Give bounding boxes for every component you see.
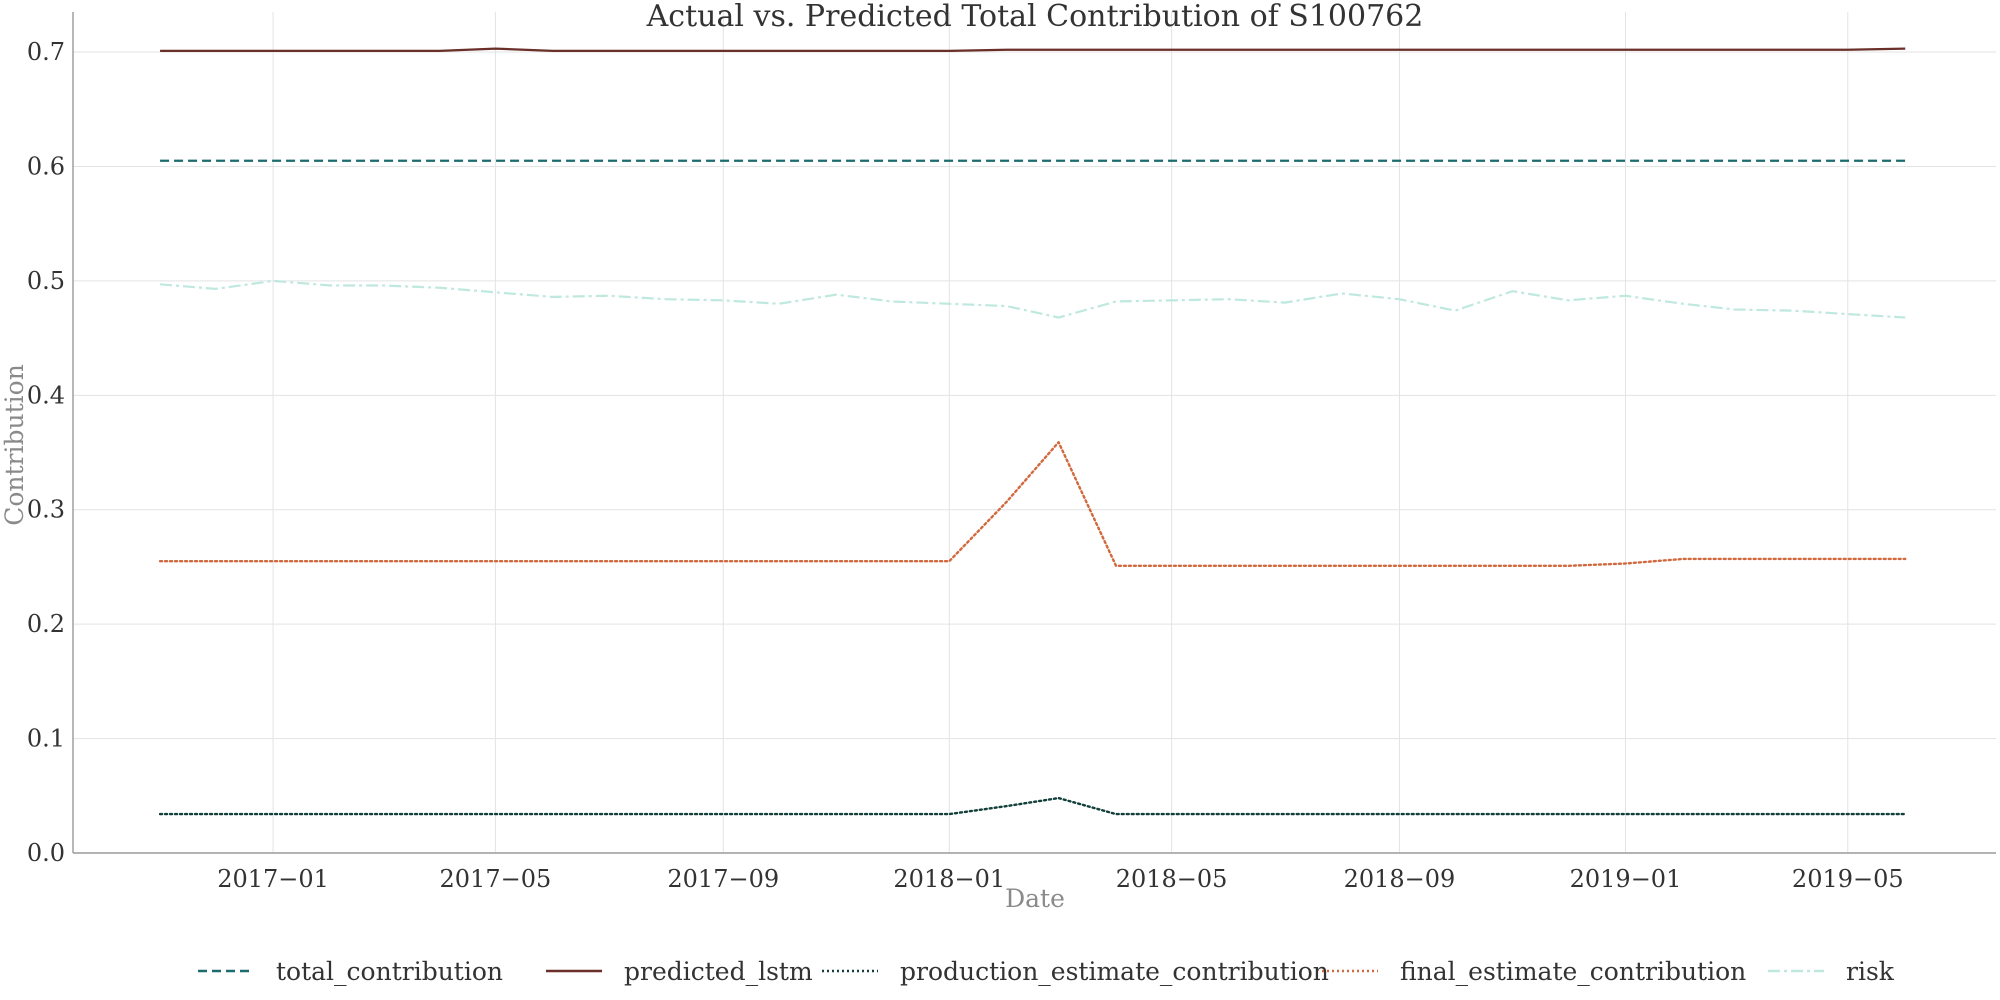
- y-tick-label: 0.7: [27, 38, 65, 66]
- series-line-production-estimate-contribution: [158, 796, 1907, 816]
- legend-item-risk: risk: [1768, 957, 1895, 986]
- series-line-final-estimate-contribution: [158, 441, 1907, 568]
- y-tick-label: 0.0: [27, 839, 65, 867]
- legend-item-final-estimate-contribution: final_estimate_contribution: [1322, 957, 1746, 986]
- series-line-predicted-lstm: [160, 47, 1906, 53]
- y-tick-label: 0.2: [27, 610, 65, 638]
- legend-item-predicted-lstm: predicted_lstm: [546, 957, 813, 986]
- legend-label: total_contribution: [276, 957, 503, 986]
- y-tick-label: 0.4: [27, 381, 65, 409]
- x-tick-label: 2017−09: [667, 865, 779, 893]
- chart-title: Actual vs. Predicted Total Contribution …: [646, 0, 1424, 34]
- y-tick-label: 0.6: [27, 152, 65, 180]
- legend-label: final_estimate_contribution: [1400, 957, 1746, 986]
- x-tick-label: 2018−09: [1344, 865, 1456, 893]
- x-tick-label: 2017−01: [217, 865, 329, 893]
- x-tick-label: 2019−05: [1792, 865, 1904, 893]
- legend-item-total-contribution: total_contribution: [198, 957, 503, 986]
- legend-label: risk: [1846, 957, 1895, 986]
- tick-labels: 0.0 0.1 0.2 0.3 0.4 0.5 0.6 0.7 2017−01 2017−05 20…: [27, 38, 1904, 893]
- grid: [73, 12, 1996, 854]
- series-lines: [158, 47, 1907, 816]
- legend-label: production_estimate_contribution: [900, 957, 1329, 986]
- axes: [72, 12, 1996, 854]
- y-tick-label: 0.3: [27, 496, 65, 524]
- y-tick-label: 0.5: [27, 267, 65, 295]
- x-tick-label: 2017−05: [440, 865, 552, 893]
- legend-item-production-estimate-contribution: production_estimate_contribution: [822, 957, 1329, 986]
- x-tick-label: 2018−05: [1116, 865, 1228, 893]
- series-line-risk: [159, 279, 1906, 319]
- y-tick-label: 0.1: [27, 725, 65, 753]
- y-axis-label: Contribution: [0, 364, 29, 526]
- x-axis-label: Date: [1005, 884, 1065, 913]
- x-tick-label: 2019−01: [1570, 865, 1682, 893]
- legend: total_contribution predicted_lstm producti…: [198, 957, 1895, 986]
- x-tick-label: 2018−01: [893, 865, 1005, 893]
- legend-label: predicted_lstm: [624, 957, 813, 986]
